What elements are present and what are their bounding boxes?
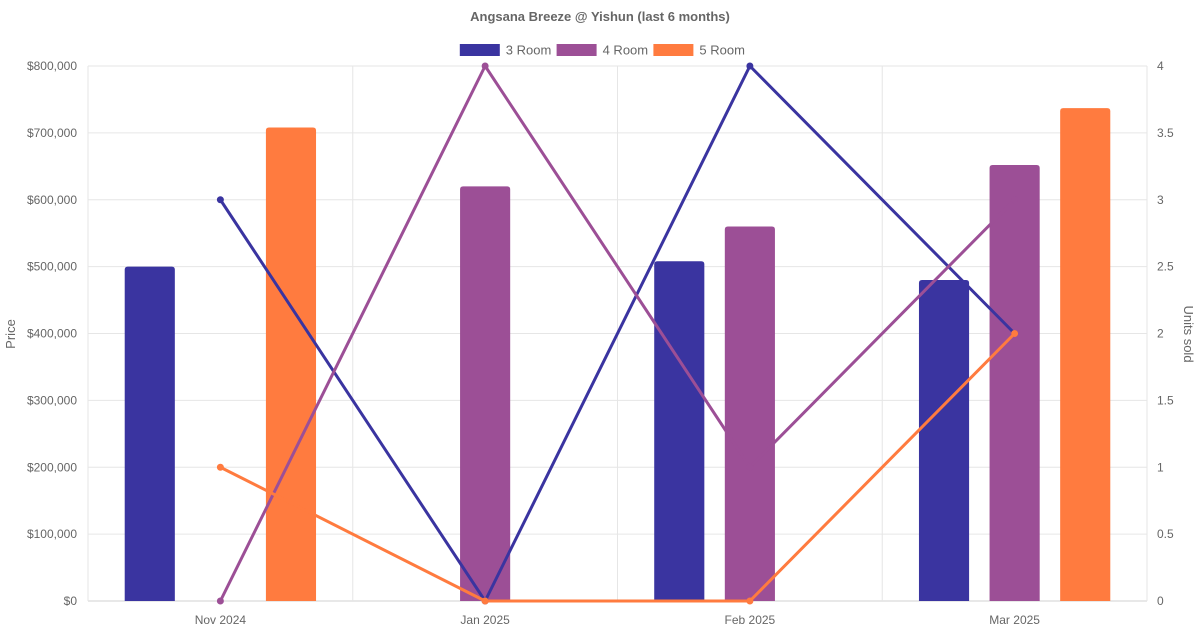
y-left-axis-title: Price <box>3 319 18 349</box>
price-bars <box>124 108 1111 602</box>
y-left-tick-label: $100,000 <box>27 527 77 541</box>
y-right-tick-label: 1 <box>1157 460 1164 474</box>
price-bar <box>989 164 1040 601</box>
price-bar <box>918 280 970 601</box>
units-point <box>481 62 489 70</box>
y-right-tick-label: 1.5 <box>1157 393 1174 407</box>
y-right-tick-label: 4 <box>1157 59 1164 73</box>
y-left-tick-label: $200,000 <box>27 460 77 474</box>
legend-label: 3 Room <box>506 43 552 58</box>
units-point <box>216 196 224 204</box>
units-point <box>481 597 489 605</box>
units-point <box>216 463 224 471</box>
y-right-tick-label: 3 <box>1157 193 1164 207</box>
units-point <box>746 463 754 471</box>
y-right-tick-label: 3.5 <box>1157 126 1174 140</box>
units-point <box>746 597 754 605</box>
y-left-tick-label: $700,000 <box>27 126 77 140</box>
y-left-tick-label: $400,000 <box>27 327 77 341</box>
y-left-tick-label: $800,000 <box>27 59 77 73</box>
units-line <box>219 64 1016 603</box>
legend-label: 4 Room <box>603 43 649 58</box>
units-line <box>219 332 1016 603</box>
price-bar <box>265 127 317 602</box>
legend-swatch <box>556 44 597 56</box>
legend-swatch <box>459 44 500 56</box>
price-bar <box>1060 108 1111 601</box>
legend-swatch <box>653 44 694 56</box>
y-left-tick-label: $0 <box>64 594 78 608</box>
units-point <box>1011 196 1019 204</box>
x-tick-label: Nov 2024 <box>195 613 247 627</box>
price-bar <box>460 186 511 601</box>
units-line <box>219 64 1016 602</box>
y-left-tick-label: $300,000 <box>27 393 77 407</box>
x-tick-label: Mar 2025 <box>989 613 1040 627</box>
x-tick-label: Feb 2025 <box>725 613 776 627</box>
price-bar <box>124 266 175 601</box>
axes: $0 $100,000 $200,000 $300,000 $400,000 $500,0… <box>27 59 1174 627</box>
units-point <box>1011 330 1019 337</box>
y-right-tick-label: 0.5 <box>1157 527 1174 541</box>
x-tick-label: Jan 2025 <box>460 613 510 627</box>
price-bar <box>654 261 705 601</box>
y-left-tick-label: $600,000 <box>27 193 77 207</box>
units-lines <box>216 62 1019 605</box>
units-point <box>216 597 224 605</box>
legend-label: 5 Room <box>699 43 745 58</box>
chart-title: Angsana Breeze @ Yishun (last 6 months) <box>470 9 730 24</box>
legend: 3 Room 4 Room 5 Room <box>459 43 745 58</box>
y-right-tick-label: 0 <box>1157 594 1164 608</box>
y-left-tick-label: $500,000 <box>27 260 77 274</box>
units-point <box>746 62 754 70</box>
price-bar <box>724 226 775 601</box>
y-right-tick-label: 2 <box>1157 327 1164 341</box>
y-right-axis-title: Units sold <box>1181 305 1196 362</box>
y-right-tick-label: 2.5 <box>1157 260 1174 274</box>
